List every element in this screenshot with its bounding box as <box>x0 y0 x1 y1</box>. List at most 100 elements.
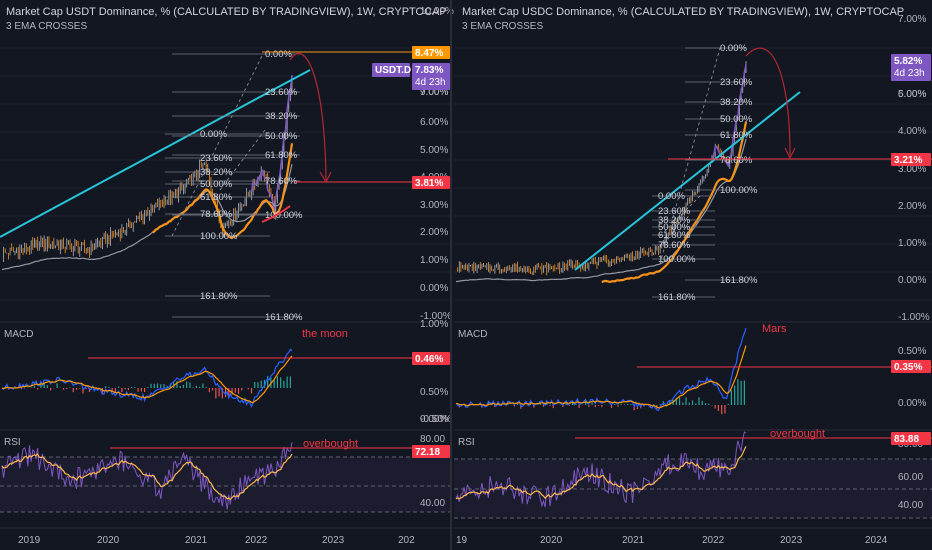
fib-level-label: 38.20% <box>200 167 233 178</box>
projection-arc <box>745 47 791 156</box>
tag-rsi-bg <box>891 432 931 445</box>
price-tick-label: 5.00% <box>898 89 926 100</box>
fib-diagonal <box>219 129 266 191</box>
fib-level-label: 23.60% <box>720 77 753 88</box>
right-chart-panel[interactable]: Market Cap USDC Dominance, % (CALCULATED… <box>454 6 932 546</box>
fib-level-label: 61.80% <box>720 130 753 141</box>
fib-level-label: 161.80% <box>658 292 696 303</box>
fib-level-label: 78.60% <box>658 240 691 251</box>
macd-tick-label: -0.50% <box>420 414 452 425</box>
left-chart-panel[interactable]: Market Cap USDT Dominance, % (CALCULATED… <box>0 6 454 546</box>
price-tick-label: 7.00% <box>420 87 448 98</box>
tag-rsi-bg <box>412 445 450 458</box>
price-tick-label: 6.00% <box>420 117 448 128</box>
rsi-band <box>454 459 932 518</box>
fib-level-label: 23.60% <box>265 87 298 98</box>
tag-macd-text: 0.35% <box>894 362 922 373</box>
projection-arrowhead <box>784 147 796 160</box>
rsi-tick-label: 40.00 <box>898 500 923 511</box>
tag-last-price-text: 5.82% <box>894 56 922 67</box>
rsi-line <box>455 431 747 508</box>
projection-arc <box>289 53 327 181</box>
tag-rsi-text: 83.88 <box>894 434 919 445</box>
right-price-axis[interactable]: 7.00% 6.00%5.00% 4.00% 3.00% 2.00% 1.00% 0.00%… <box>891 14 931 511</box>
left-grid <box>0 47 451 529</box>
fib-level-label: 61.80% <box>265 150 298 161</box>
left-price-axis[interactable]: 10.00%9.00%7.00%6.00%5.00%4.00%3.00%2.00… <box>372 6 454 509</box>
time-tick-label: 202 <box>398 535 415 546</box>
macd-tick-label: 0.50% <box>420 387 448 398</box>
rsi-tick-label: 80.00 <box>420 434 445 445</box>
rsi-annotation: overbought <box>303 438 358 450</box>
macd-tick-label: 0.00% <box>420 414 448 425</box>
fib-level-label: 50.00% <box>200 179 233 190</box>
fib-level-label: 0.00% <box>658 191 685 202</box>
fib-level-label: 23.60% <box>200 153 233 164</box>
macd-annotation: the moon <box>302 328 348 340</box>
price-highlight-line <box>250 75 293 215</box>
price-tick-label: 2.00% <box>420 227 448 238</box>
tag-top-price: 8.47% <box>412 46 450 59</box>
tag-target-text: 3.21% <box>894 155 922 166</box>
price-tick-label: 2.00% <box>898 201 926 212</box>
price-tick-label: 4.00% <box>898 126 926 137</box>
fib-level-label: 38.20% <box>658 215 691 226</box>
price-tick-label: 7.00% <box>898 14 926 25</box>
tag-symbol: USDT.D <box>372 63 411 77</box>
rsi-band <box>0 457 451 512</box>
time-tick-label: 2022 <box>245 535 268 546</box>
time-tick-label: 2024 <box>865 535 888 546</box>
right-price-pane: 0.00%23.60%38.20%50.00%61.80%78.60%100.0… <box>456 43 932 303</box>
fib-level-label: 38.20% <box>720 97 753 108</box>
rsi-tick-label: 40.00 <box>420 498 445 509</box>
rsi-tick-label: 60.00 <box>898 472 923 483</box>
right-macd-pane: MACD Mars <box>455 323 932 415</box>
fib-level-label: 50.00% <box>720 114 753 125</box>
tag-last-price: 7.83%4d 23h <box>412 63 450 90</box>
tag-target-text: 3.81% <box>415 178 443 189</box>
time-tick-label: 2023 <box>780 535 803 546</box>
trendline <box>0 69 311 238</box>
time-tick-label: 2021 <box>622 535 645 546</box>
fib-level-label: 161.80% <box>265 312 303 323</box>
time-tick-label: 2020 <box>97 535 120 546</box>
right-time-axis[interactable]: 19 2020 2021 2022 2023 2024 <box>456 535 888 546</box>
rsi-ma-line <box>1 453 293 501</box>
macd-tick-label: 0.50% <box>898 346 926 357</box>
tag-last-price-bg <box>891 54 931 81</box>
tag-top-price-text: 8.47% <box>415 48 443 59</box>
tag-target: 3.21% <box>891 153 931 166</box>
fib-level-label: 78.60% <box>265 176 298 187</box>
tag-target-bg <box>412 176 450 189</box>
fib-level-label: 161.80% <box>200 291 238 302</box>
time-tick-label: 2023 <box>322 535 345 546</box>
macd-label: MACD <box>4 329 33 340</box>
fib-level-label: 61.80% <box>658 230 691 241</box>
fib-level-label: 161.80% <box>720 275 758 286</box>
time-tick-label: 2021 <box>185 535 208 546</box>
left-macd-pane: MACD the moon <box>1 328 451 408</box>
left-time-axis[interactable]: 2019 2020 2021 2022 2023 202 <box>18 535 415 546</box>
price-tick-label: 1.00% <box>898 238 926 249</box>
tag-macd-text: 0.46% <box>415 354 443 365</box>
ema-fast-line <box>601 121 748 284</box>
macd-tick-label: 0.00% <box>898 398 926 409</box>
low-red-curve <box>261 205 291 223</box>
price-tick-label: 0.00% <box>898 275 926 286</box>
fib-level-label: 50.00% <box>658 222 691 233</box>
fib-level-label: 78.60% <box>720 155 753 166</box>
left-chart-subtitle: 3 EMA CROSSES <box>6 21 87 32</box>
right-chart-subtitle: 3 EMA CROSSES <box>462 21 543 32</box>
tag-last-price-countdown: 4d 23h <box>894 68 925 79</box>
tag-last-price-countdown: 4d 23h <box>415 77 446 88</box>
left-price-pane: 0.00%23.60%38.20%50.00%61.80%78.60%100.0… <box>0 49 451 323</box>
tag-macd: 0.35% <box>891 360 931 373</box>
time-tick-label: 19 <box>456 535 468 546</box>
tag-macd: 0.46% <box>412 352 450 365</box>
signal-line <box>455 345 747 409</box>
fib-level-label: 61.80% <box>200 192 233 203</box>
left-rsi-pane: RSI overbought <box>0 437 451 513</box>
tag-symbol-text: USDT.D <box>375 65 411 76</box>
fib-diagonal <box>659 47 721 265</box>
